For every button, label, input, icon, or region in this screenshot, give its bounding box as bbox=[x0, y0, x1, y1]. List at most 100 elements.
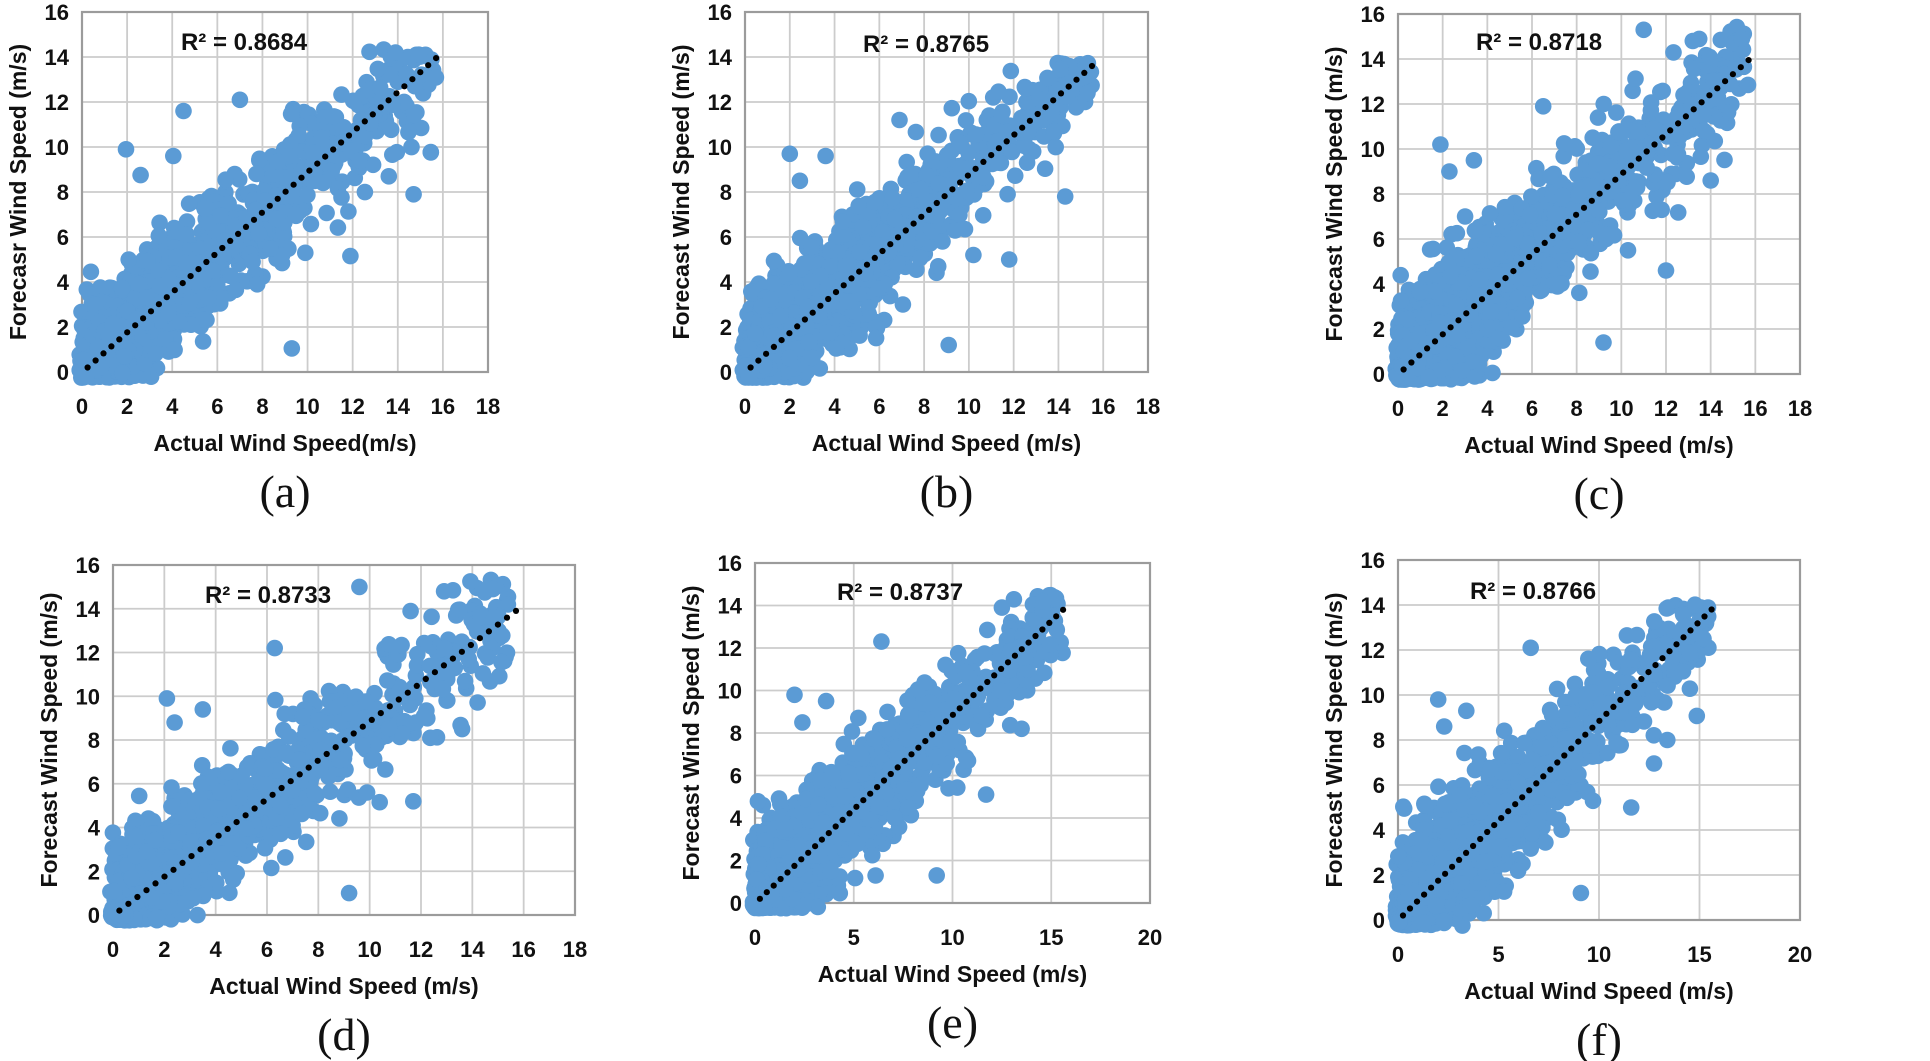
x-tick-labels-c: 0 2 4 6 8 10 12 14 16 18 bbox=[1392, 396, 1812, 421]
svg-text:2: 2 bbox=[720, 315, 732, 340]
svg-text:2: 2 bbox=[57, 315, 69, 340]
plot-border-b bbox=[743, 10, 1150, 374]
svg-text:8: 8 bbox=[918, 394, 930, 419]
svg-text:2: 2 bbox=[1373, 317, 1385, 342]
x-axis-title-c: Actual Wind Speed (m/s) bbox=[1464, 432, 1734, 458]
svg-text:16: 16 bbox=[431, 394, 455, 419]
svg-text:10: 10 bbox=[295, 394, 319, 419]
svg-text:16: 16 bbox=[1361, 2, 1385, 27]
x-tick-labels-e: 0 5 10 15 20 bbox=[749, 925, 1162, 950]
x-axis-title-b: Actual Wind Speed (m/s) bbox=[811, 430, 1082, 456]
svg-text:16: 16 bbox=[45, 0, 69, 25]
svg-text:4: 4 bbox=[166, 394, 179, 419]
y-tick-labels-c: 0 2 4 6 8 10 12 14 16 bbox=[1361, 2, 1386, 387]
svg-text:4: 4 bbox=[720, 270, 733, 295]
svg-text:6: 6 bbox=[720, 225, 732, 250]
svg-text:10: 10 bbox=[1609, 396, 1633, 421]
svg-text:6: 6 bbox=[57, 225, 69, 250]
svg-text:18: 18 bbox=[476, 394, 500, 419]
x-axis-title-d: Actual Wind Speed (m/s) bbox=[209, 973, 479, 999]
svg-text:0: 0 bbox=[1392, 396, 1404, 421]
x-tick-labels-f: 0 5 10 15 20 bbox=[1392, 942, 1812, 967]
svg-text:10: 10 bbox=[45, 135, 69, 160]
svg-text:0: 0 bbox=[57, 360, 69, 385]
trendline-d bbox=[116, 607, 520, 914]
svg-text:4: 4 bbox=[1373, 272, 1386, 297]
svg-text:12: 12 bbox=[1654, 396, 1678, 421]
svg-text:2: 2 bbox=[1437, 396, 1449, 421]
svg-text:2: 2 bbox=[784, 394, 796, 419]
y-axis-title-e: Forecast Wind Speed (m/s) bbox=[678, 585, 704, 881]
svg-text:10: 10 bbox=[708, 135, 732, 160]
svg-text:4: 4 bbox=[1481, 396, 1494, 421]
trendline-f bbox=[1399, 606, 1715, 919]
svg-text:2: 2 bbox=[121, 394, 133, 419]
svg-text:8: 8 bbox=[720, 180, 732, 205]
svg-text:12: 12 bbox=[1001, 394, 1025, 419]
svg-text:8: 8 bbox=[1571, 396, 1583, 421]
plot-border-c bbox=[1396, 12, 1802, 376]
svg-text:14: 14 bbox=[1361, 47, 1386, 72]
svg-text:6: 6 bbox=[211, 394, 223, 419]
panel-letter-c: (c) bbox=[1573, 468, 1625, 519]
x-axis-title-f: Actual Wind Speed (m/s) bbox=[1464, 978, 1734, 1004]
panel-letter-b: (b) bbox=[919, 466, 974, 517]
svg-text:4: 4 bbox=[57, 270, 70, 295]
svg-text:12: 12 bbox=[1361, 92, 1385, 117]
x-tick-labels-d: 0 2 4 6 8 10 12 14 16 18 bbox=[107, 937, 587, 962]
r-squared-label-c: R² = 0.8718 bbox=[1475, 29, 1603, 56]
x-tick-labels-a: 0 2 4 6 8 10 12 14 16 18 bbox=[76, 394, 500, 419]
plot-border-a bbox=[80, 10, 490, 374]
svg-text:16: 16 bbox=[1091, 394, 1115, 419]
svg-text:18: 18 bbox=[1136, 394, 1160, 419]
svg-text:14: 14 bbox=[708, 45, 733, 70]
svg-text:6: 6 bbox=[873, 394, 885, 419]
r-squared-label-b: R² = 0.8765 bbox=[862, 31, 990, 58]
plot-border-e bbox=[753, 561, 1152, 905]
svg-text:14: 14 bbox=[1046, 394, 1071, 419]
y-axis-title-b: Forecast Wind Speed (m/s) bbox=[668, 44, 694, 340]
scatter-panel-b: 0 2 4 6 8 10 12 14 16 18 0 2 4 6 8 10 12 14 16 bbox=[708, 0, 1161, 419]
scatter-points-f bbox=[1387, 596, 1717, 934]
svg-text:14: 14 bbox=[45, 45, 70, 70]
y-axis-title-f: Forecast Wind Speed (m/s) bbox=[1321, 592, 1347, 888]
r-squared-label-f: R² = 0.8766 bbox=[1469, 578, 1597, 605]
svg-text:6: 6 bbox=[1373, 227, 1385, 252]
scatter-points-a bbox=[71, 41, 445, 386]
r-squared-label-a: R² = 0.8684 bbox=[180, 29, 308, 56]
scatter-points-c bbox=[1387, 18, 1757, 388]
y-tick-labels-b: 0 2 4 6 8 10 12 14 16 bbox=[708, 0, 733, 385]
r-squared-label-d: R² = 0.8733 bbox=[204, 582, 332, 609]
svg-text:10: 10 bbox=[1361, 137, 1385, 162]
x-tick-labels-b: 0 2 4 6 8 10 12 14 16 18 bbox=[739, 394, 1160, 419]
scatter-panel-c: 0 2 4 6 8 10 12 14 16 18 0 2 4 6 8 10 12 14 16 bbox=[1361, 2, 1813, 421]
y-axis-title-d: Forecast Wind Speed (m/s) bbox=[36, 592, 62, 888]
svg-text:8: 8 bbox=[1373, 182, 1385, 207]
svg-text:12: 12 bbox=[708, 90, 732, 115]
trendline-e bbox=[756, 606, 1067, 902]
svg-text:6: 6 bbox=[1526, 396, 1538, 421]
y-tick-labels-a: 0 2 4 6 8 10 12 14 16 bbox=[45, 0, 70, 385]
svg-text:14: 14 bbox=[386, 394, 411, 419]
plot-border-f bbox=[1396, 558, 1802, 922]
panel-letter-a: (a) bbox=[259, 466, 311, 517]
svg-text:16: 16 bbox=[1743, 396, 1767, 421]
y-axis-title-c: Forecast Wind Speed (m/s) bbox=[1321, 46, 1347, 342]
trendline-c bbox=[1400, 57, 1752, 373]
x-axis-title-e: Actual Wind Speed (m/s) bbox=[817, 961, 1088, 987]
svg-text:0: 0 bbox=[1373, 362, 1385, 387]
svg-text:12: 12 bbox=[340, 394, 364, 419]
panel-letter-e: (e) bbox=[926, 997, 979, 1048]
svg-text:10: 10 bbox=[957, 394, 981, 419]
panel-letter-d: (d) bbox=[317, 1009, 371, 1060]
r-squared-label-e: R² = 0.8737 bbox=[836, 579, 964, 606]
svg-text:18: 18 bbox=[1788, 396, 1812, 421]
